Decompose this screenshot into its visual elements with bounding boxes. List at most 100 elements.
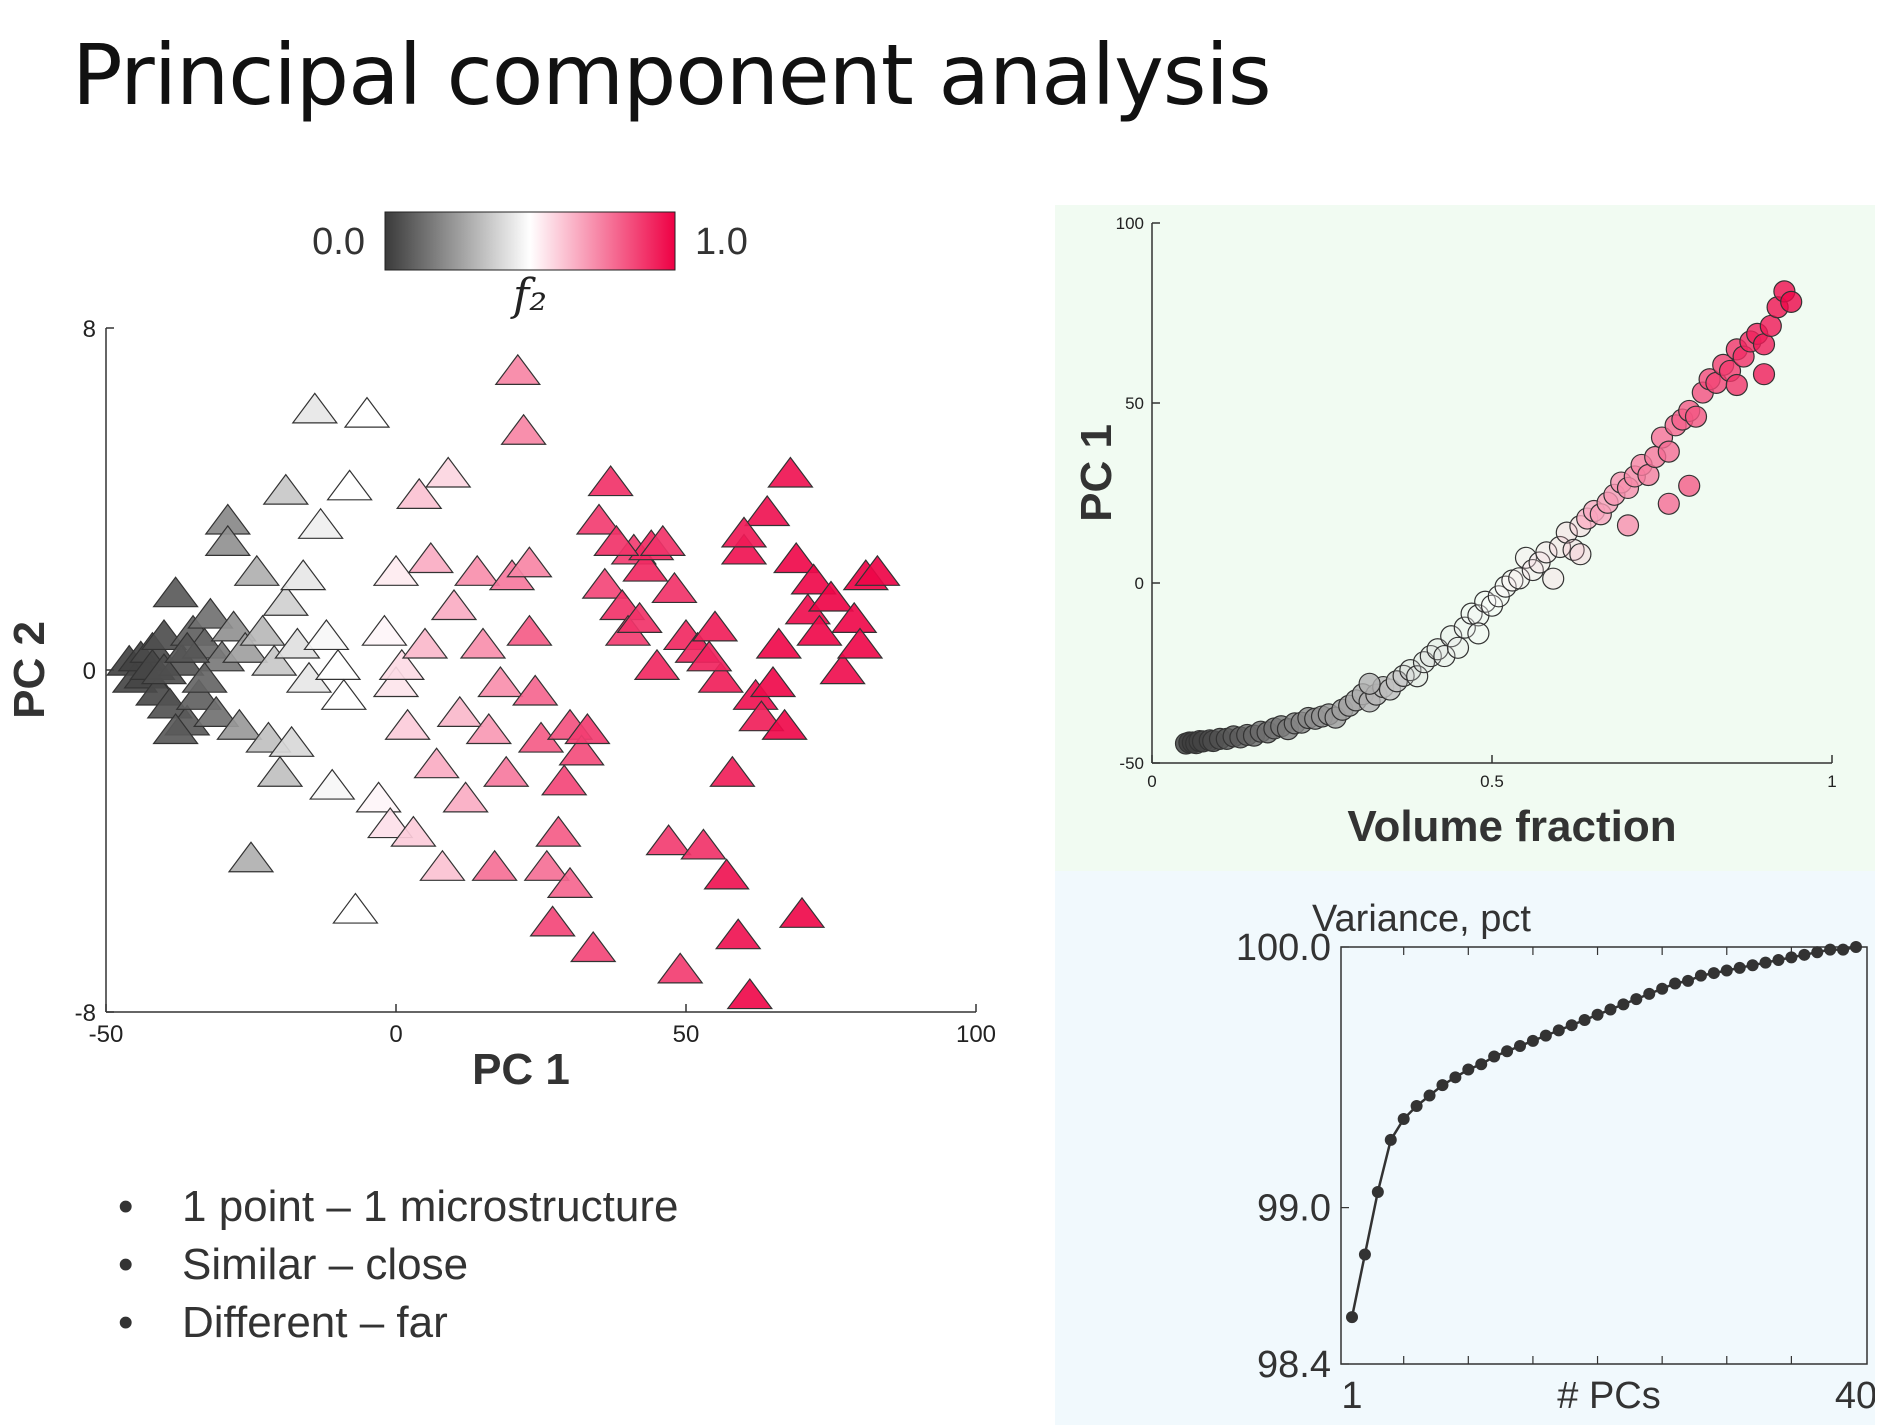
- triangle-point: [570, 931, 617, 963]
- circle-point: [1494, 575, 1517, 598]
- triangle-point: [175, 678, 222, 710]
- slide-title: Principal component analysis: [72, 26, 1272, 124]
- triangle-point: [442, 781, 489, 813]
- triangle-point: [355, 781, 402, 813]
- triangle-point: [413, 747, 460, 779]
- variance-point: [1358, 1248, 1371, 1261]
- triangle-point: [256, 755, 304, 787]
- x-tick-label: 0: [1147, 772, 1156, 791]
- x-axis-label: PC 1: [472, 1045, 570, 1094]
- triangle-point: [807, 580, 855, 612]
- variance-point: [1811, 946, 1824, 959]
- variance-point: [1423, 1089, 1436, 1102]
- circle-point: [1419, 644, 1442, 668]
- colorbar: [384, 211, 676, 271]
- y-tick-label: 0: [83, 658, 96, 685]
- variance-point: [1501, 1045, 1514, 1058]
- triangle-point: [361, 614, 408, 646]
- y-tick-label: -8: [75, 1000, 96, 1027]
- circle-point: [1555, 521, 1578, 544]
- triangle-point: [622, 550, 669, 582]
- circle-point: [1446, 636, 1470, 659]
- y-axis-label: PC 1: [1072, 424, 1121, 522]
- triangle-point: [436, 695, 483, 727]
- triangle-point: [819, 653, 866, 685]
- variance-point: [1514, 1040, 1526, 1053]
- y-tick-label: 50: [1125, 394, 1144, 413]
- variance-point: [1837, 943, 1850, 956]
- triangle-point: [529, 905, 576, 937]
- triangle-point: [187, 597, 234, 629]
- triangle-point: [297, 507, 344, 539]
- variance-point: [1617, 998, 1630, 1011]
- colorbar-min-label: 0.0: [312, 221, 365, 263]
- circle-point: [1542, 567, 1565, 590]
- triangle-point: [546, 866, 594, 898]
- circle-point: [1780, 290, 1803, 313]
- variance-point: [1785, 951, 1798, 964]
- triangle-point: [343, 396, 391, 428]
- triangle-point: [309, 768, 356, 800]
- y-tick-label: 100: [1116, 214, 1144, 233]
- circle-point: [1474, 590, 1497, 613]
- circle-point: [1657, 440, 1680, 463]
- variance-point: [1707, 967, 1720, 980]
- triangle-point: [506, 546, 553, 578]
- triangle-point: [378, 648, 425, 680]
- y-tick-label: -50: [1119, 754, 1144, 773]
- triangle-point: [262, 584, 309, 616]
- circle-point: [1616, 514, 1640, 537]
- circle-point: [1514, 546, 1538, 569]
- variance-point: [1746, 959, 1759, 972]
- triangle-point: [854, 554, 901, 586]
- triangle-point: [535, 815, 582, 847]
- triangle-point: [767, 456, 814, 488]
- circle-point: [1759, 314, 1782, 338]
- triangle-point: [152, 576, 199, 608]
- triangle-point: [651, 571, 698, 604]
- triangle-point: [749, 665, 797, 698]
- triangle-point: [471, 849, 518, 881]
- circle-point: [1508, 567, 1531, 590]
- variance-point: [1436, 1079, 1449, 1092]
- variance-point: [1488, 1050, 1501, 1063]
- triangle-point: [419, 849, 466, 881]
- triangle-point: [494, 353, 541, 385]
- triangle-point: [558, 734, 605, 766]
- triangle-point: [204, 524, 251, 556]
- circle-point: [1406, 665, 1429, 688]
- variance-point: [1720, 964, 1733, 977]
- circle-point: [1725, 373, 1748, 397]
- triangle-point: [506, 614, 553, 646]
- triangle-point: [773, 542, 820, 574]
- triangle-point: [303, 618, 350, 651]
- triangle-point: [796, 614, 843, 646]
- triangle-point: [326, 469, 373, 501]
- triangle-point: [738, 700, 785, 732]
- y-tick-label: 100.0: [1236, 927, 1331, 969]
- triangle-point: [140, 653, 188, 685]
- triangle-point: [233, 554, 280, 586]
- variance-point: [1759, 956, 1772, 969]
- pca-triangle-scatter-svg: 0.0 1.0 f₂ -50 0 50 100 -8 0 8 PC 1 PC 2: [5, 211, 996, 1094]
- variance-point: [1694, 969, 1707, 982]
- circle-point: [1467, 622, 1490, 645]
- variance-point: [1850, 941, 1862, 953]
- triangle-point: [587, 465, 634, 497]
- triangle-point: [262, 473, 309, 505]
- triangle-point: [483, 755, 530, 787]
- triangle-point: [222, 631, 269, 663]
- triangle-point: [332, 892, 379, 924]
- triangle-point: [407, 542, 454, 574]
- variance-point: [1410, 1099, 1423, 1112]
- triangle-point: [715, 918, 762, 950]
- circle-point: [1399, 659, 1422, 682]
- colorbar-max-label: 1.0: [695, 221, 748, 263]
- volume-fraction-panel-background: [1055, 205, 1875, 871]
- triangle-point: [686, 640, 733, 672]
- triangle-point: [181, 661, 228, 693]
- x-tick-label: 1: [1341, 1375, 1362, 1417]
- triangle-point: [639, 524, 686, 556]
- volume-fraction-points: [1174, 280, 1803, 755]
